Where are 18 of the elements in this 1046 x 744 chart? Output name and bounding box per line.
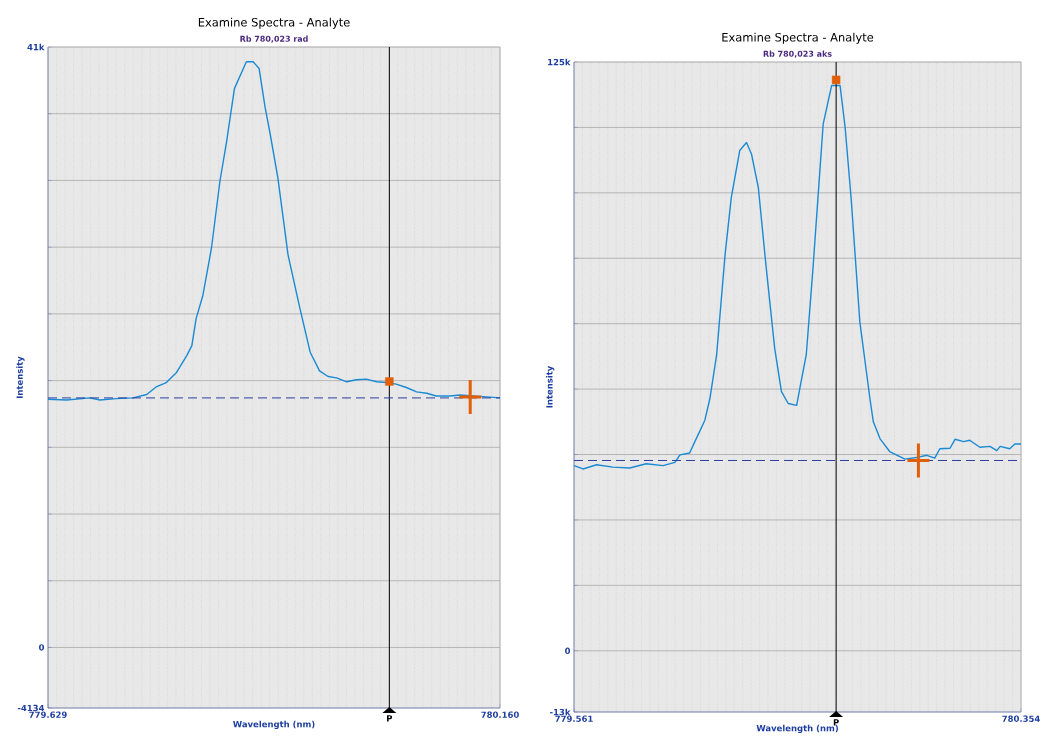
y-tick-label: 0 <box>39 644 45 651</box>
ref-line-label: P <box>833 719 839 726</box>
y-tick-label: 125k <box>548 58 571 66</box>
y-axis-title: Intensity <box>16 356 25 398</box>
x-tick-label: 780.160 <box>481 711 519 718</box>
chart-title: Examine Spectra - Analyte <box>198 17 350 29</box>
x-tick-label: 780.354 <box>1002 715 1040 722</box>
y-tick-label: 41k <box>27 43 45 51</box>
x-tick-label: 779.561 <box>555 715 593 722</box>
chart-title: Examine Spectra - Analyte <box>722 32 874 44</box>
y-tick-label: -13k <box>550 708 571 716</box>
ref-line-label: P <box>387 715 393 722</box>
x-axis-title: Wavelength (nm) <box>233 720 315 730</box>
y-axis-title: Intensity <box>546 365 555 408</box>
x-tick-label: 779.629 <box>29 711 67 718</box>
y-tick-label: -4134 <box>17 704 45 712</box>
x-axis-title: Wavelength (nm) <box>756 724 838 734</box>
y-tick-label: 0 <box>565 647 571 654</box>
